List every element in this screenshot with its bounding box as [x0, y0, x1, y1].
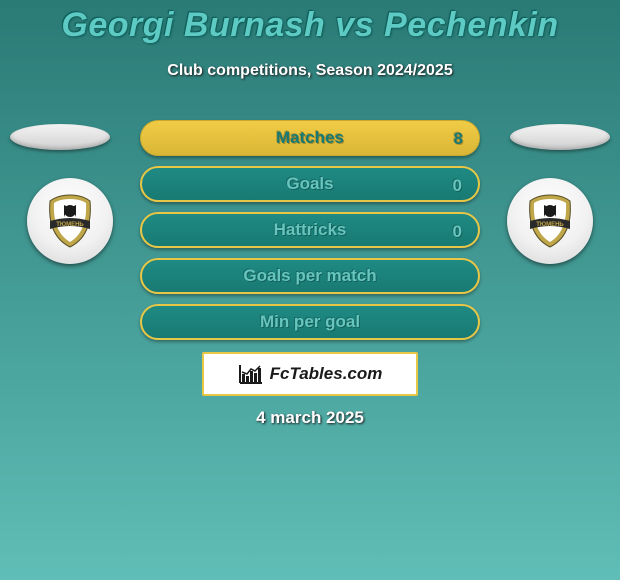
- player1-club-badge: ТЮМЕНЬ: [27, 178, 113, 264]
- fctables-badge[interactable]: FcTables.com: [202, 352, 418, 396]
- stat-label: Min per goal: [142, 312, 478, 332]
- player2-avatar: [510, 124, 610, 150]
- player1-avatar: [10, 124, 110, 150]
- stat-value-right: 0: [453, 214, 462, 250]
- stat-row: Goals0: [140, 166, 480, 202]
- stat-row: Goals per match: [140, 258, 480, 294]
- stat-label: Hattricks: [142, 220, 478, 240]
- stat-label: Goals per match: [142, 266, 478, 286]
- stat-row: Min per goal: [140, 304, 480, 340]
- stat-label: Goals: [142, 174, 478, 194]
- stat-value-right: 8: [454, 121, 463, 157]
- bar-chart-icon: [238, 363, 264, 385]
- stat-row: Hattricks0: [140, 212, 480, 248]
- stat-label: Matches: [141, 128, 479, 148]
- fctables-label: FcTables.com: [270, 364, 383, 384]
- svg-text:ТЮМЕНЬ: ТЮМЕНЬ: [56, 222, 84, 228]
- player2-club-badge: ТЮМЕНЬ: [507, 178, 593, 264]
- page-subtitle: Club competitions, Season 2024/2025: [0, 62, 620, 80]
- stat-row: Matches8: [140, 120, 480, 156]
- stat-value-right: 0: [453, 168, 462, 204]
- date-label: 4 march 2025: [0, 408, 620, 428]
- page-title: Georgi Burnash vs Pechenkin: [0, 6, 620, 45]
- svg-text:ТЮМЕНЬ: ТЮМЕНЬ: [536, 222, 564, 228]
